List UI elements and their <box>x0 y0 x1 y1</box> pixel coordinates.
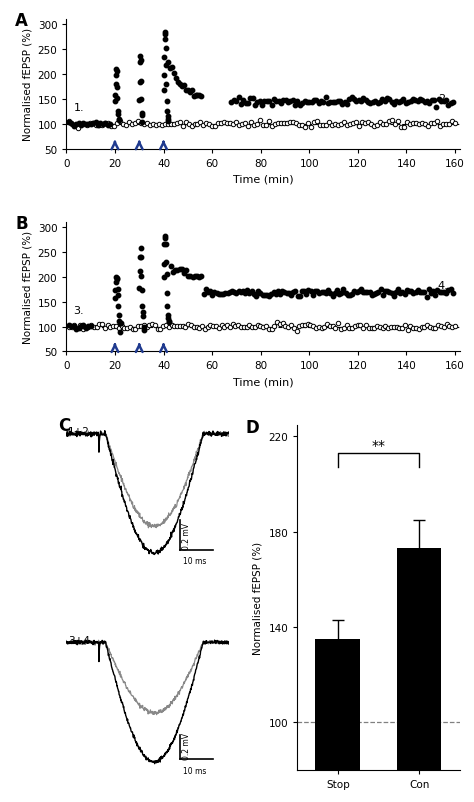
Text: 10 ms: 10 ms <box>183 557 207 565</box>
Text: B: B <box>15 215 28 233</box>
Text: A: A <box>15 12 28 30</box>
Bar <box>397 549 441 802</box>
Text: 1+2.: 1+2. <box>68 427 93 436</box>
Text: 2.: 2. <box>438 94 449 104</box>
Text: C: C <box>58 417 71 435</box>
Y-axis label: Normalised fEPSP (%): Normalised fEPSP (%) <box>22 231 32 344</box>
Bar <box>316 639 360 802</box>
Text: 10 ms: 10 ms <box>183 766 207 775</box>
Text: 1.: 1. <box>73 103 84 113</box>
Y-axis label: Normalised fEPSP (%): Normalised fEPSP (%) <box>22 28 32 141</box>
Y-axis label: Normalised fEPSP (%): Normalised fEPSP (%) <box>253 541 263 654</box>
Text: 3+4.: 3+4. <box>68 635 93 646</box>
Text: D: D <box>245 418 259 436</box>
Text: **: ** <box>372 439 385 452</box>
X-axis label: Time (min): Time (min) <box>233 174 293 184</box>
Text: 0.2 mV: 0.2 mV <box>182 731 191 759</box>
Text: 0.2 mV: 0.2 mV <box>182 523 191 549</box>
Text: 4.: 4. <box>438 280 449 290</box>
X-axis label: Time (min): Time (min) <box>233 377 293 387</box>
Text: 3.: 3. <box>73 306 84 315</box>
